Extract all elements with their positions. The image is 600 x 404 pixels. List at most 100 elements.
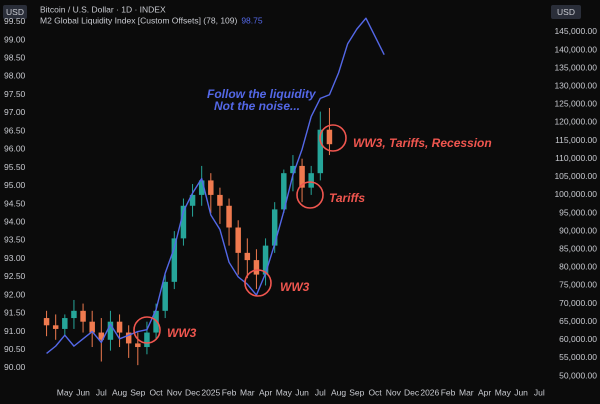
y-tick-label: 97.50 xyxy=(4,89,26,99)
y-tick-label: 92.50 xyxy=(4,271,26,281)
x-tick-label: Jul xyxy=(534,387,545,397)
y-tick-label: 91.00 xyxy=(4,326,26,336)
x-tick-label: 2026 xyxy=(420,387,439,397)
candle-body xyxy=(180,205,187,239)
x-tick-label: Aug xyxy=(331,387,346,397)
right-currency-box[interactable] xyxy=(551,5,581,19)
candle-body xyxy=(235,227,241,253)
y-tick-label: 94.00 xyxy=(4,216,26,226)
annotation-circle xyxy=(244,269,272,297)
x-tick-label: Dec xyxy=(404,387,420,397)
y2-tick-label: 140,000.00 xyxy=(554,44,597,54)
left-currency-box[interactable] xyxy=(3,5,27,19)
y-tick-label: 90.50 xyxy=(4,344,26,354)
y2-tick-label: 110,000.00 xyxy=(555,153,597,163)
y2-tick-label: 60,000.00 xyxy=(559,334,597,344)
annotation: Follow the liquidity xyxy=(207,87,317,101)
left-currency: USD xyxy=(6,7,24,17)
x-tick-label: Apr xyxy=(478,387,491,397)
y-tick-label: 90.00 xyxy=(4,362,26,372)
y2-tick-label: 95,000.00 xyxy=(559,207,597,217)
x-tick-label: Apr xyxy=(259,387,272,397)
y2-tick-label: 145,000.00 xyxy=(554,26,597,36)
annotation: Not the noise... xyxy=(214,99,300,113)
y-tick-label: 98.00 xyxy=(4,71,26,81)
y-tick-label: 99.00 xyxy=(4,34,26,44)
candle-body xyxy=(107,321,114,340)
x-tick-label: Nov xyxy=(167,387,183,397)
legend-m2: M2 Global Liquidity Index [Custom Offset… xyxy=(40,15,237,25)
x-tick-label: Mar xyxy=(240,387,255,397)
annotation: WW3, Tariffs, Recession xyxy=(353,136,492,150)
y-tick-label: 96.00 xyxy=(4,144,26,154)
candle-body xyxy=(171,238,178,282)
candle-body xyxy=(262,245,269,275)
candle-body xyxy=(217,194,223,206)
x-tick-label: Jun xyxy=(514,387,528,397)
candle-body xyxy=(80,310,86,322)
y2-tick-label: 115,000.00 xyxy=(555,135,597,145)
x-tick-label: Dec xyxy=(185,387,201,397)
candle-body xyxy=(208,180,214,195)
candle-body xyxy=(71,310,77,319)
candle-body xyxy=(98,332,105,340)
x-tick-label: Oct xyxy=(149,387,163,397)
y2-tick-label: 100,000.00 xyxy=(554,189,597,199)
x-tick-label: Jul xyxy=(96,387,107,397)
candle-body xyxy=(43,318,50,326)
y-tick-label: 95.50 xyxy=(4,162,26,172)
annotation: Tariffs xyxy=(329,191,365,205)
candle-body xyxy=(89,321,95,333)
candle-body xyxy=(326,129,333,145)
candle-body xyxy=(226,205,232,228)
y-tick-label: 93.00 xyxy=(4,253,26,263)
x-tick-label: Aug xyxy=(112,387,127,397)
candle-body xyxy=(244,252,251,261)
y2-tick-label: 85,000.00 xyxy=(559,243,597,253)
y-tick-label: 99.50 xyxy=(4,16,26,26)
y-tick-label: 94.50 xyxy=(4,198,26,208)
x-tick-label: May xyxy=(276,387,293,397)
y2-tick-label: 105,000.00 xyxy=(554,171,597,181)
y-tick-label: 97.00 xyxy=(4,107,26,117)
candle-body xyxy=(281,173,287,210)
y2-tick-label: 55,000.00 xyxy=(559,352,597,362)
y-tick-label: 92.00 xyxy=(4,289,26,299)
legend-bitcoin: Bitcoin / U.S. Dollar · 1D · INDEX xyxy=(40,4,166,14)
candle-body xyxy=(52,325,59,329)
x-tick-label: Jun xyxy=(295,387,309,397)
annotation-circle xyxy=(296,181,324,209)
annotation: WW3 xyxy=(280,280,310,294)
y2-tick-label: 125,000.00 xyxy=(554,99,597,109)
y-tick-label: 96.50 xyxy=(4,125,26,135)
candle-body xyxy=(62,318,68,329)
candle-body xyxy=(253,260,260,275)
y2-tick-label: 80,000.00 xyxy=(559,262,597,272)
candle-body xyxy=(317,129,324,174)
y2-tick-label: 50,000.00 xyxy=(559,370,597,380)
y2-tick-label: 120,000.00 xyxy=(554,117,597,127)
candle-body xyxy=(198,180,205,195)
y-tick-label: 93.50 xyxy=(4,235,26,245)
y-tick-label: 91.50 xyxy=(4,308,26,318)
candle-body xyxy=(144,332,150,348)
x-tick-label: Jun xyxy=(76,387,90,397)
x-tick-label: Sep xyxy=(349,387,364,397)
x-tick-label: Feb xyxy=(222,387,237,397)
y2-tick-label: 130,000.00 xyxy=(554,80,597,90)
candle-body xyxy=(271,209,278,246)
y2-tick-label: 75,000.00 xyxy=(559,280,597,290)
candle-body xyxy=(308,173,314,188)
y2-tick-label: 65,000.00 xyxy=(559,316,597,326)
x-tick-label: May xyxy=(495,387,512,397)
y2-tick-label: 90,000.00 xyxy=(559,225,597,235)
annotation-circle xyxy=(319,124,347,152)
candle-body xyxy=(116,321,123,333)
x-tick-label: Sep xyxy=(130,387,145,397)
candle-body xyxy=(290,165,296,174)
candle-body xyxy=(125,332,132,344)
x-tick-label: Jul xyxy=(315,387,326,397)
y-tick-label: 95.00 xyxy=(4,180,26,190)
x-tick-label: May xyxy=(57,387,74,397)
